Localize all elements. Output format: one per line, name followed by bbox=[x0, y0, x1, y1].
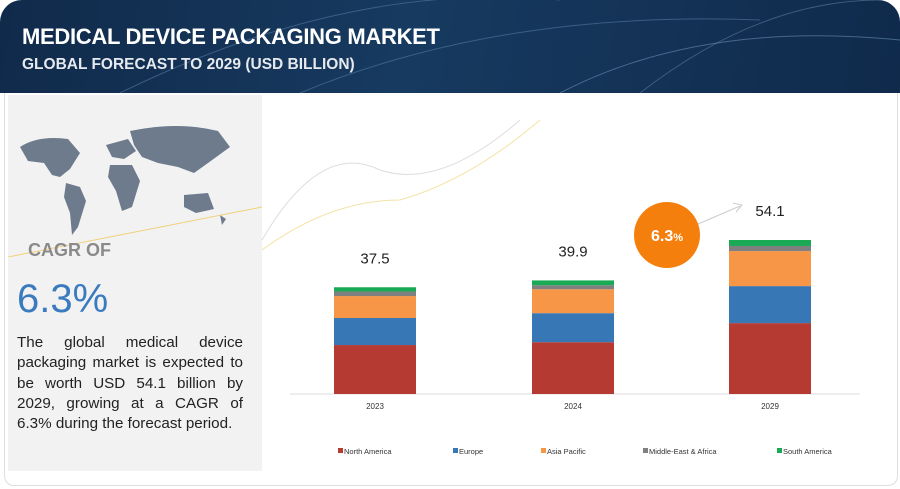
legend-swatch bbox=[541, 448, 546, 453]
bar-segment-europe-2024 bbox=[532, 313, 614, 343]
cagr-label: CAGR OF bbox=[28, 240, 111, 260]
market-description: The global medical device packaging mark… bbox=[17, 334, 243, 433]
page-title: MEDICAL DEVICE PACKAGING MARKET bbox=[22, 24, 440, 49]
cagr-callout-circle bbox=[634, 202, 700, 268]
legend-swatch bbox=[338, 448, 343, 453]
cagr-callout-unit: % bbox=[673, 232, 683, 244]
cagr-callout-value: 6.3 bbox=[651, 228, 673, 245]
bar-segment-south-america-2023 bbox=[334, 287, 416, 292]
cagr-callout: 6.3% bbox=[651, 228, 683, 245]
x-tick-label: 2029 bbox=[761, 402, 779, 411]
bar-segment-north-america-2023 bbox=[334, 345, 416, 394]
legend-swatch bbox=[777, 448, 782, 453]
total-label: 54.1 bbox=[755, 203, 784, 220]
cagr-value: 6.3% bbox=[17, 277, 109, 321]
legend-label: South America bbox=[783, 447, 833, 456]
x-tick-label: 2023 bbox=[366, 402, 384, 411]
decorative-curve bbox=[261, 119, 521, 241]
bar-segment-middle-east-africa-2024 bbox=[532, 285, 614, 290]
world-map-icon bbox=[8, 126, 262, 257]
bar-segment-europe-2023 bbox=[334, 317, 416, 346]
legend-label: Middle-East & Africa bbox=[649, 447, 717, 456]
header-decoration bbox=[119, 0, 900, 93]
legend-swatch bbox=[453, 448, 458, 453]
decorative-curve bbox=[261, 119, 541, 251]
total-label: 37.5 bbox=[360, 250, 389, 267]
bar-segment-south-america-2029 bbox=[729, 240, 811, 246]
legend-label: Europe bbox=[459, 447, 483, 456]
legend-swatch bbox=[643, 448, 648, 453]
bar-segment-europe-2029 bbox=[729, 286, 811, 324]
page-subtitle: GLOBAL FORECAST TO 2029 (USD BILLION) bbox=[22, 56, 355, 73]
bar-segment-south-america-2024 bbox=[532, 280, 614, 286]
total-label: 39.9 bbox=[558, 243, 587, 260]
bar-segment-asia-pacific-2023 bbox=[334, 296, 416, 318]
header-banner: MEDICAL DEVICE PACKAGING MARKET GLOBAL F… bbox=[0, 0, 900, 93]
bar-segment-north-america-2029 bbox=[729, 323, 811, 394]
legend-label: North America bbox=[344, 447, 392, 456]
bar-segment-north-america-2024 bbox=[532, 342, 614, 394]
trend-arrow-head bbox=[732, 202, 743, 213]
bar-segment-middle-east-africa-2023 bbox=[334, 291, 416, 297]
bar-segment-middle-east-africa-2029 bbox=[729, 245, 811, 252]
legend-label: Asia Pacific bbox=[547, 447, 586, 456]
content-frame bbox=[4, 93, 898, 486]
bar-segment-asia-pacific-2029 bbox=[729, 251, 811, 287]
x-tick-label: 2024 bbox=[564, 402, 582, 411]
summary-panel bbox=[8, 95, 262, 471]
bar-segment-asia-pacific-2024 bbox=[532, 289, 614, 314]
